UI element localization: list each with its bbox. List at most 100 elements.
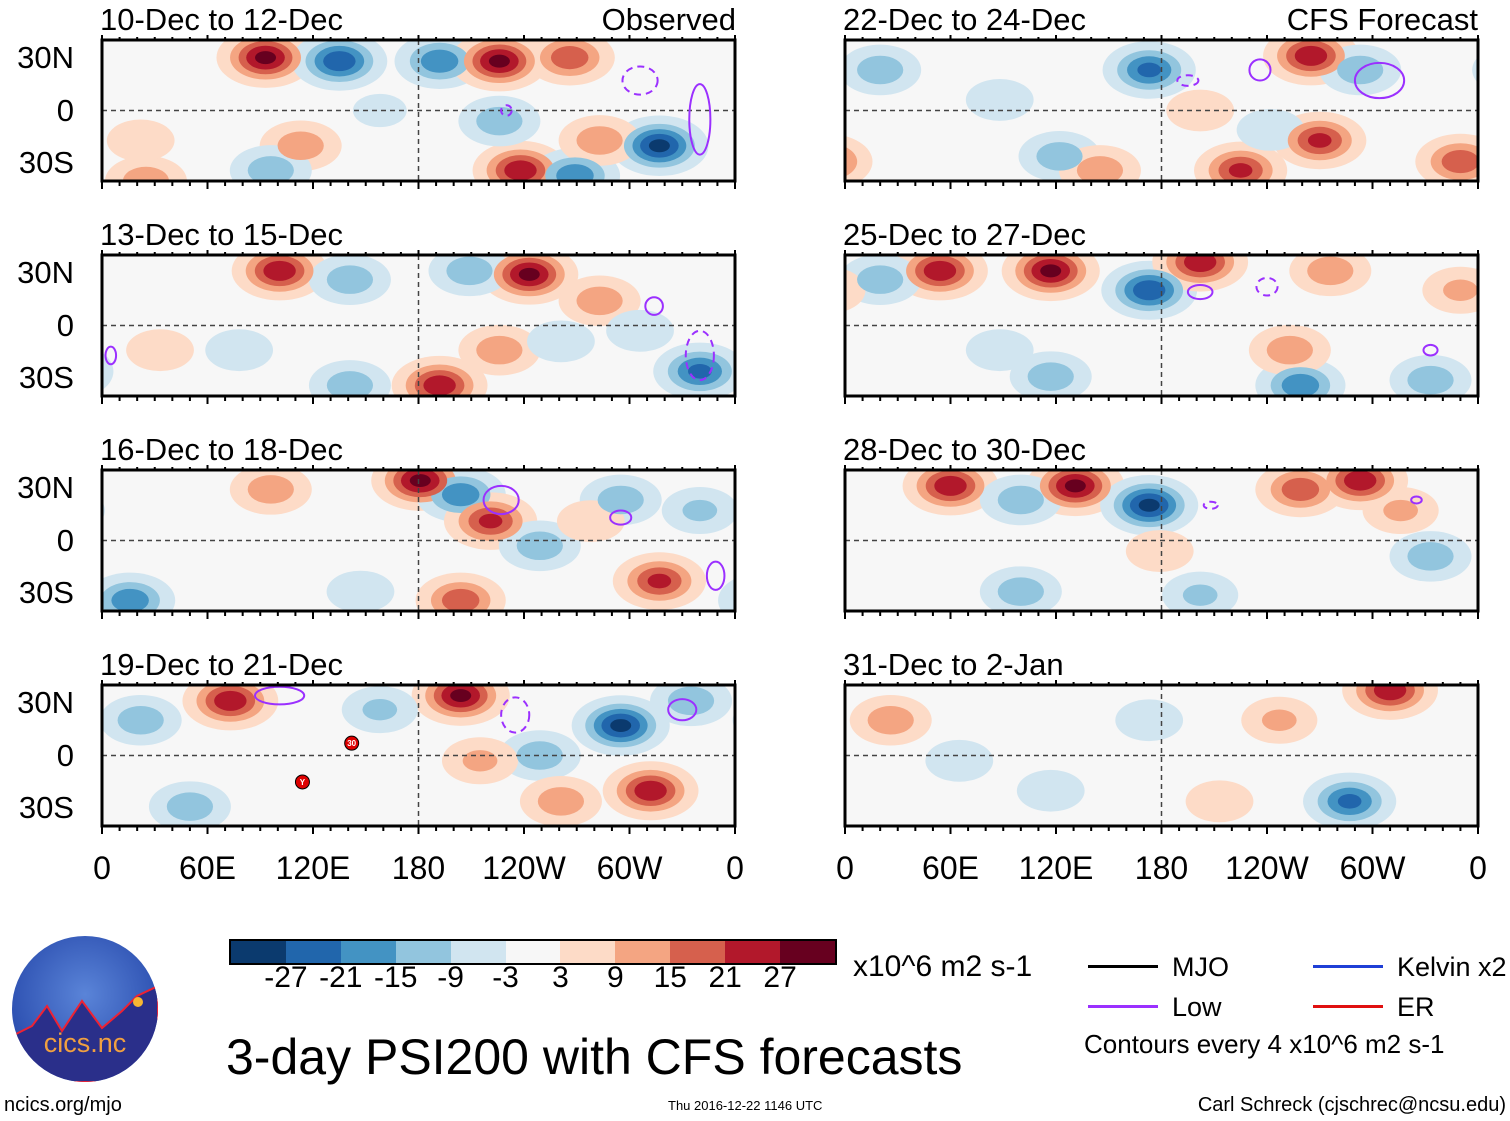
colorbar-swatch xyxy=(670,941,726,963)
anomaly-contour-fill xyxy=(504,160,537,181)
anomaly-contour-fill xyxy=(1182,584,1218,606)
anomaly-contour-fill xyxy=(1443,279,1478,301)
anomaly-contour-fill xyxy=(688,364,712,379)
anomaly-contour-fill xyxy=(527,320,595,363)
anomaly-contour-fill xyxy=(730,487,806,534)
anomaly-contour-fill xyxy=(0,276,8,327)
anomaly-contour-fill xyxy=(1407,542,1454,571)
lat-label: 30S xyxy=(18,360,74,396)
lon-label: 120E xyxy=(1018,850,1094,886)
colorbar-tick-label: -9 xyxy=(437,961,464,994)
colorbar-tick-label: 3 xyxy=(552,961,569,994)
lat-label: 30S xyxy=(18,790,74,826)
tropical-cyclone-marker: Y xyxy=(294,774,310,790)
anomaly-contour-fill xyxy=(1138,498,1160,512)
panel-title: 13-Dec to 15-Dec xyxy=(100,217,343,252)
anomaly-contour-fill xyxy=(518,267,540,281)
anomaly-contour-fill xyxy=(934,475,967,496)
colorbar-swatch xyxy=(231,941,286,963)
anomaly-contour-fill xyxy=(756,167,802,196)
anomaly-contour-fill xyxy=(1183,255,1217,273)
lon-label: 60E xyxy=(922,850,979,886)
colorbar-tick-label: -15 xyxy=(374,961,418,994)
colorbar-swatch xyxy=(395,941,451,963)
map-panel xyxy=(843,35,1480,189)
anomaly-contour-fill xyxy=(1016,769,1085,812)
anomaly-contour-fill xyxy=(610,719,632,733)
anomaly-contour-fill xyxy=(166,792,214,821)
anomaly-contour-fill xyxy=(263,260,296,281)
colorbar-units: x10^6 m2 s-1 xyxy=(853,950,1033,983)
anomaly-contour-fill xyxy=(845,157,847,166)
lat-label: 0 xyxy=(56,92,74,128)
panel-title: 22-Dec to 24-Dec xyxy=(843,2,1086,37)
anomaly-contour-fill xyxy=(516,531,563,561)
lon-label: 60W xyxy=(596,850,663,886)
anomaly-contour-fill xyxy=(214,690,247,711)
anomaly-contour-fill xyxy=(965,79,1034,121)
panel-svg xyxy=(843,250,1480,404)
colorbar-swatch xyxy=(450,941,506,963)
anomaly-contour-fill xyxy=(750,500,785,521)
anomaly-contour-fill xyxy=(1076,156,1124,181)
lat-label: 30S xyxy=(18,145,74,181)
panel-svg xyxy=(100,35,737,189)
anomaly-contour-fill xyxy=(925,739,994,782)
low-contour xyxy=(609,509,633,526)
anomaly-contour-fill xyxy=(247,475,294,504)
legend-line xyxy=(1088,1005,1158,1008)
anomaly-contour-fill xyxy=(1228,163,1253,178)
anomaly-contour-fill xyxy=(550,46,589,70)
colorbar-swatch xyxy=(725,941,781,963)
anomaly-contour-fill xyxy=(106,119,175,162)
anomaly-contour-fill xyxy=(1441,150,1478,174)
anomaly-contour-fill xyxy=(537,787,585,816)
anomaly-contour-fill xyxy=(0,115,8,166)
legend-label: Kelvin x2 xyxy=(1397,952,1507,982)
anomaly-contour-fill xyxy=(1307,256,1354,286)
anomaly-contour-fill xyxy=(352,93,407,128)
anomaly-contour-fill xyxy=(326,265,374,294)
anomaly-contour-fill xyxy=(1036,142,1083,171)
low-contour xyxy=(104,345,118,366)
low-contour xyxy=(667,698,698,722)
anomaly-contour-fill xyxy=(857,265,904,294)
legend-label: Low xyxy=(1172,992,1222,1022)
low-contour xyxy=(621,65,659,96)
map-panel xyxy=(843,465,1480,619)
colorbar-swatch xyxy=(560,941,616,963)
anomaly-contour-fill xyxy=(478,513,503,529)
anomaly-contour-fill xyxy=(1281,373,1320,396)
anomaly-contour-fill xyxy=(740,120,808,162)
anomaly-contour-fill xyxy=(362,698,398,721)
anomaly-contour-fill xyxy=(845,269,866,312)
anomaly-contour-fill xyxy=(247,156,294,181)
forecast-label: CFS Forecast xyxy=(1286,2,1478,37)
anomaly-contour-fill xyxy=(1185,780,1254,823)
panel-title: 16-Dec to 18-Dec xyxy=(100,432,343,467)
anomaly-contour-fill xyxy=(441,483,480,507)
anomaly-contour-fill xyxy=(810,280,845,301)
anomaly-contour-fill xyxy=(1281,477,1320,501)
lon-label: 60E xyxy=(179,850,236,886)
low-contour xyxy=(500,696,531,734)
low-contour xyxy=(1410,495,1423,505)
anomaly-contour-fill xyxy=(1040,264,1062,278)
anomaly-contour-fill xyxy=(1261,709,1297,731)
anomaly-contour-fill xyxy=(122,166,170,181)
colorbar-tick-label: 21 xyxy=(708,961,742,994)
panel-svg xyxy=(100,250,737,404)
colorbar xyxy=(229,939,837,965)
anomaly-contour-fill xyxy=(117,705,164,735)
map-panel: 30 Y xyxy=(100,680,737,834)
anomaly-contour-fill xyxy=(738,156,820,207)
anomaly-contour-fill xyxy=(420,49,459,73)
lat-label: 0 xyxy=(56,522,74,558)
legend-line xyxy=(1313,1005,1383,1008)
anomaly-contour-fill xyxy=(732,711,735,729)
anomaly-contour-fill xyxy=(326,371,374,396)
legend-line xyxy=(1313,965,1383,968)
low-contour xyxy=(500,104,513,117)
anomaly-contour-fill xyxy=(1407,365,1454,395)
anomaly-contour-fill xyxy=(1266,335,1313,365)
